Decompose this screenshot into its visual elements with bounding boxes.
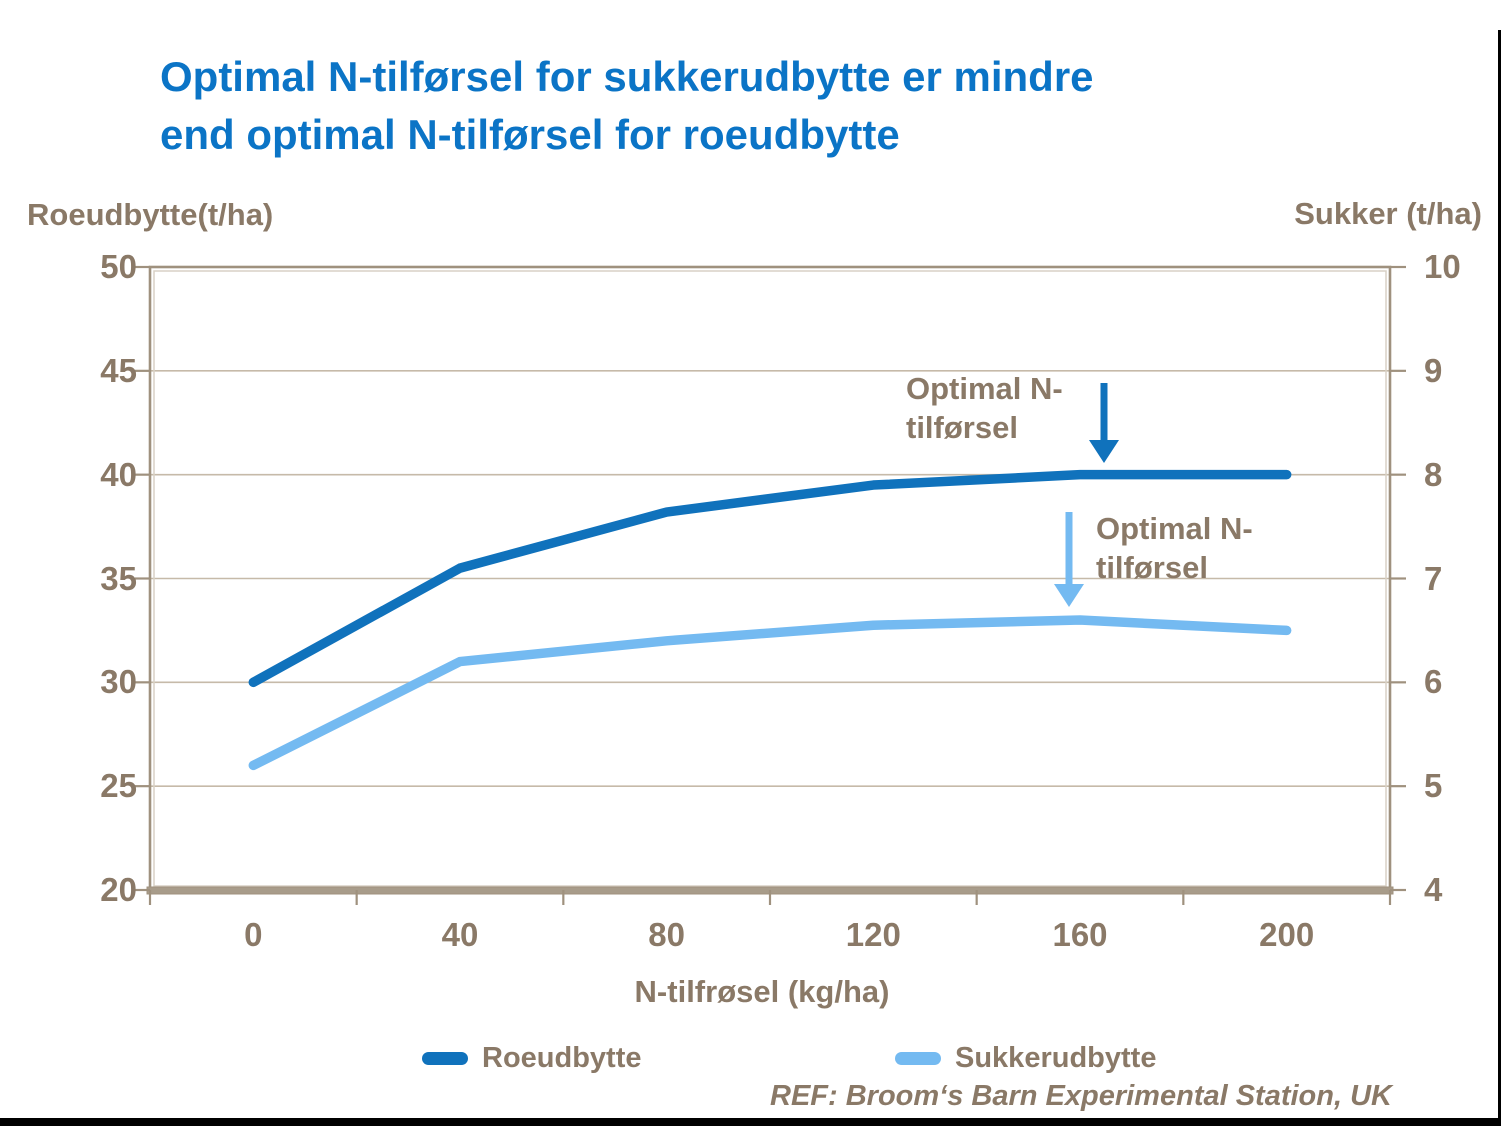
x-tick-label: 200 — [1259, 916, 1315, 953]
annotation-line1: Optimal N- — [1096, 511, 1253, 546]
chart-title-line1: Optimal N-tilførsel for sukkerudbytte er… — [160, 53, 1094, 100]
series-line-roeudbytte — [248, 469, 1292, 688]
reference-text: REF: Broom‘s Barn Experimental Station, … — [770, 1080, 1392, 1112]
chart-title-line2: end optimal N-tilførsel for roeudbytte — [160, 111, 900, 158]
y-right-tick-label: 7 — [1424, 559, 1443, 597]
annotation-line2: tilførsel — [1096, 550, 1208, 585]
left-axis-title: Roeudbytte(t/ha) — [27, 197, 274, 232]
y-left-tick-label: 45 — [100, 351, 137, 389]
y-left-tick-label: 50 — [100, 248, 137, 285]
x-axis-title: N-tilfrøsel (kg/ha) — [634, 974, 890, 1009]
y-left-tick-label: 40 — [100, 455, 137, 493]
y-left-tick-label: 25 — [100, 767, 137, 805]
legend-swatch-sukkerudbytte — [895, 1051, 941, 1065]
series-line-sukkerudbytte — [248, 615, 1292, 771]
legend-swatch-roeudbytte — [422, 1051, 468, 1065]
x-tick-label: 0 — [244, 916, 263, 953]
x-tick-label: 160 — [1052, 916, 1108, 953]
annotation-line2: tilførsel — [906, 410, 1018, 445]
y-right-tick-label: 5 — [1424, 767, 1443, 805]
annotation-optimal-n-roeudbytte: Optimal N- tilførsel — [906, 369, 1063, 447]
y-right-tick-label: 10 — [1424, 248, 1461, 285]
y-right-tick-label: 8 — [1424, 455, 1443, 493]
legend-item-sukkerudbytte: Sukkerudbytte — [895, 1040, 1156, 1076]
x-tick-label: 40 — [441, 916, 479, 953]
annotation-line1: Optimal N- — [906, 371, 1063, 406]
x-tick-label: 120 — [845, 916, 901, 953]
slide-edge-right — [1498, 30, 1501, 1126]
slide-edge-bottom — [0, 1118, 1501, 1126]
y-right-tick-label: 9 — [1424, 351, 1443, 389]
y-left-tick-label: 35 — [100, 559, 137, 597]
annotation-optimal-n-sukkerudbytte: Optimal N- tilførsel — [1096, 509, 1253, 587]
y-right-tick-label: 6 — [1424, 663, 1443, 701]
x-tick-label: 80 — [648, 916, 686, 953]
annotation-arrowhead — [1054, 584, 1084, 607]
plot-border-inner — [153, 270, 1387, 887]
y-left-tick-label: 20 — [100, 871, 137, 908]
annotation-arrowhead — [1089, 440, 1119, 463]
chart-title: Optimal N-tilførsel for sukkerudbytte er… — [160, 48, 1360, 164]
legend-label-sukkerudbytte: Sukkerudbytte — [955, 1041, 1157, 1074]
y-left-tick-label: 30 — [100, 663, 137, 701]
y-right-tick-label: 4 — [1424, 871, 1443, 908]
legend-item-roeudbytte: Roeudbytte — [422, 1040, 642, 1076]
right-axis-title: Sukker (t/ha) — [1294, 196, 1482, 231]
legend-label-roeudbytte: Roeudbytte — [482, 1041, 642, 1074]
